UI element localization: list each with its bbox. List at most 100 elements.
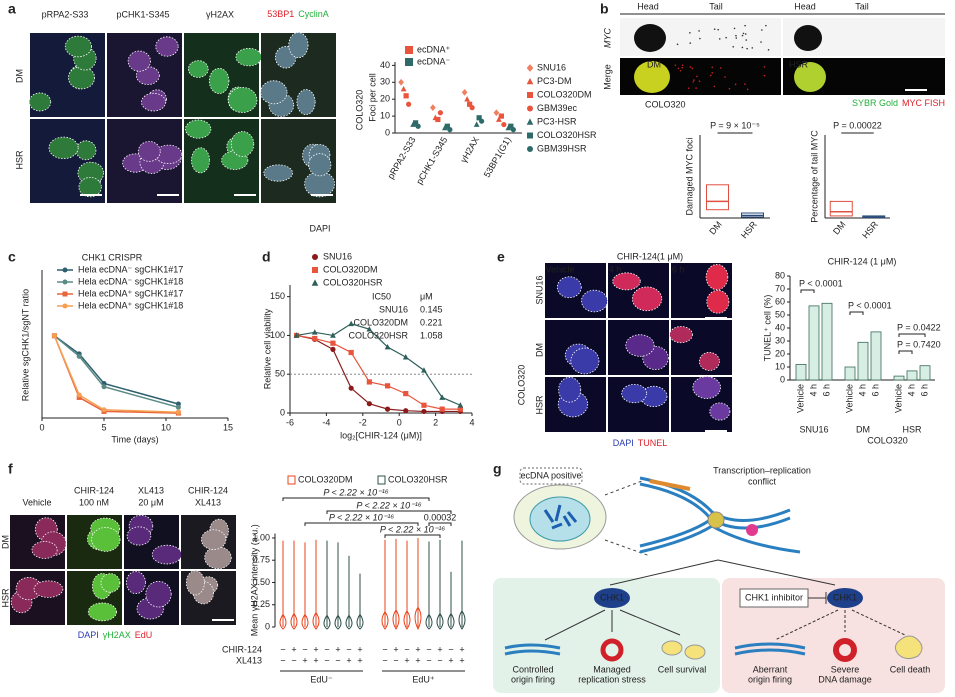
sign: + xyxy=(291,644,296,654)
signal xyxy=(732,46,735,48)
nucleus-outline xyxy=(669,326,693,344)
nucleus-outline xyxy=(235,47,262,67)
signal xyxy=(744,83,746,85)
legend-marker xyxy=(62,279,68,285)
table-header: IC50 xyxy=(372,291,391,301)
legend: DAPI γH2AX EdU xyxy=(78,630,153,640)
column-label: 6 h xyxy=(672,264,685,274)
x-tick-label: 4 h xyxy=(857,384,867,397)
data-point xyxy=(406,101,412,107)
table-row-label: SNU16 xyxy=(379,304,408,314)
data-point xyxy=(348,385,354,391)
signal xyxy=(744,33,747,35)
line xyxy=(53,335,179,405)
y-axis-label: Damaged MYC foci xyxy=(684,137,694,215)
signal xyxy=(761,29,763,31)
bar xyxy=(808,305,820,381)
y-tick-label: 30 xyxy=(380,77,390,87)
legend-entry: γH2AX xyxy=(103,630,131,640)
bar xyxy=(919,365,931,381)
nucleus-outline xyxy=(296,89,316,115)
legend-marker xyxy=(311,279,319,286)
violin xyxy=(447,612,455,630)
signal xyxy=(735,37,738,39)
data-point xyxy=(51,333,57,339)
signal xyxy=(763,74,766,77)
signal xyxy=(765,24,767,27)
inset-label: DM xyxy=(647,59,661,69)
table-header: μM xyxy=(420,291,433,301)
violin xyxy=(458,609,466,630)
stain-label: 53BP1 CyclinA xyxy=(267,9,329,19)
nucleus-outline xyxy=(621,384,648,404)
violin xyxy=(345,614,353,630)
signal xyxy=(679,69,682,72)
legend-marker xyxy=(526,64,534,72)
x-tick-label: 0 xyxy=(39,422,44,432)
violin xyxy=(436,612,444,630)
x-tick-label: 6 h xyxy=(870,384,880,397)
bar xyxy=(906,370,918,381)
legend-marker xyxy=(312,254,318,260)
dna-icon xyxy=(734,642,806,656)
legend-entry: MYC FISH xyxy=(902,98,945,108)
p-value: P = 0.00022 xyxy=(833,120,882,130)
table-row-label: COLO320HSR xyxy=(348,330,408,340)
legend-entry: SYBR Gold xyxy=(852,98,898,108)
x-tick-label: HSR xyxy=(860,219,880,240)
group-label: EdU⁻ xyxy=(310,674,333,684)
line xyxy=(53,335,179,409)
legend-entry: COLO320HSR xyxy=(388,474,448,484)
data-point xyxy=(348,349,354,356)
nucleus-outline xyxy=(625,334,655,357)
violin xyxy=(403,609,411,630)
outcome-label: DNA damage xyxy=(818,674,872,684)
legend-group: ecDNA⁺ xyxy=(417,44,451,54)
outcome-label: replication stress xyxy=(578,674,646,684)
signal xyxy=(718,38,721,40)
nucleus-outline xyxy=(706,289,730,314)
nucleus-outline xyxy=(308,153,332,177)
data-point xyxy=(439,406,445,412)
x-tick-label: -6 xyxy=(286,417,294,427)
p-value: P < 2.22 × 10⁻¹⁶ xyxy=(356,500,421,510)
nucleus-outline xyxy=(33,580,64,598)
arrows xyxy=(774,609,906,641)
signal xyxy=(634,24,666,52)
legend-entry: COLO320DM xyxy=(298,474,353,484)
x-tick-label: 6 h xyxy=(919,384,929,397)
legend-marker xyxy=(527,146,533,152)
nucleus-outline xyxy=(91,527,121,552)
y-axis-label: Relative sgCHK1/sgNT ratio xyxy=(20,289,30,401)
data-point xyxy=(496,116,502,122)
row-label: DM xyxy=(14,69,24,83)
column-label: CHIR-124 xyxy=(188,485,228,495)
nucleus-outline xyxy=(200,529,227,550)
nucleus-outline xyxy=(558,376,582,403)
x-tick-label: 6 h xyxy=(821,384,831,397)
p-value: P < 0.0001 xyxy=(848,300,892,310)
table-value: 1.058 xyxy=(420,330,443,340)
signal xyxy=(744,24,746,27)
signal xyxy=(713,85,716,88)
nucleus-outline xyxy=(151,544,183,565)
node-label: CHK1 xyxy=(600,592,624,602)
y-tick-label: 100 xyxy=(270,330,285,340)
column-label: CHIR-124 xyxy=(74,485,114,495)
y-tick-label: 20 xyxy=(380,94,390,104)
column-label: Vehicle xyxy=(545,264,574,274)
line xyxy=(296,334,461,410)
x-tick-label: pRPA2-S33 xyxy=(386,135,418,181)
legend-marker xyxy=(527,92,533,98)
sign: + xyxy=(448,655,453,665)
data-point xyxy=(403,391,409,397)
nucleus-outline xyxy=(64,35,92,58)
x-tick-label: 4 h xyxy=(808,384,818,397)
row-label: XL413 xyxy=(236,655,262,665)
stain-name: 53BP1 xyxy=(267,9,294,19)
x-tick-label: DM xyxy=(707,219,724,236)
nucleus-outline xyxy=(692,376,721,399)
x-tick-label: 53BP1(G1) xyxy=(482,135,513,179)
signal xyxy=(711,66,714,69)
group-label: HSR xyxy=(902,424,922,434)
